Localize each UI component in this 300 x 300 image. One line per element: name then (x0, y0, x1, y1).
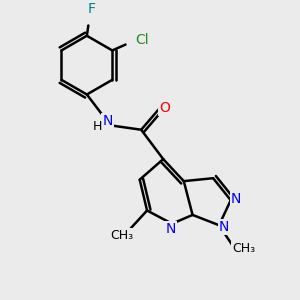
Text: N: N (231, 192, 241, 206)
Text: CH₃: CH₃ (232, 242, 256, 255)
Text: CH₃: CH₃ (110, 229, 134, 242)
Text: N: N (102, 114, 112, 128)
Text: H: H (92, 120, 102, 133)
Text: N: N (165, 222, 176, 236)
Text: N: N (219, 220, 230, 234)
Text: F: F (87, 2, 95, 16)
Text: O: O (159, 101, 170, 115)
Text: Cl: Cl (135, 33, 148, 47)
